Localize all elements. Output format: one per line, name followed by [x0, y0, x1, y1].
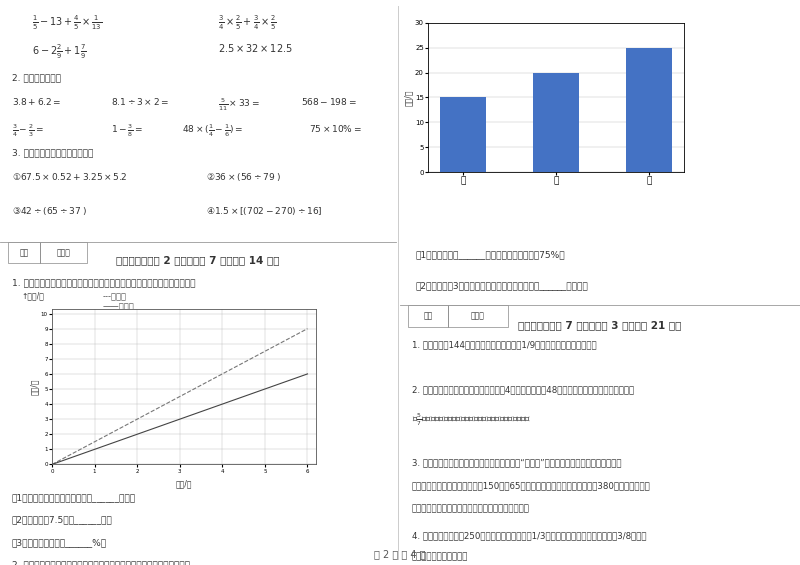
Bar: [626, 47, 672, 172]
Text: 第 2 页 共 4 页: 第 2 页 共 4 页: [374, 549, 426, 559]
Text: 六、应用题（共 7 小题，每题 3 分，共计 21 分）: 六、应用题（共 7 小题，每题 3 分，共计 21 分）: [518, 320, 682, 331]
Text: （1）甲、乙合作______天可以完成这项工程的75%。: （1）甲、乙合作______天可以完成这项工程的75%。: [416, 250, 566, 259]
Text: $8.1\div3\times2=$: $8.1\div3\times2=$: [111, 96, 169, 107]
Text: $\frac{1}{5}-13+\frac{4}{5}\times\frac{1}{13}$: $\frac{1}{5}-13+\frac{4}{5}\times\frac{1…: [32, 14, 102, 32]
Text: $1-\frac{3}{8}=$: $1-\frac{3}{8}=$: [111, 123, 143, 139]
Text: 和万家超市各应付多少钱？在哪家商场购买更划算？: 和万家超市各应付多少钱？在哪家商场购买更划算？: [412, 504, 530, 513]
Text: ③$42\div(65\div37\ )$: ③$42\div(65\div37\ )$: [12, 205, 87, 216]
Bar: [8, 242, 40, 263]
Y-axis label: 天数/天: 天数/天: [405, 89, 414, 106]
Text: ①$67.5\times0.52+3.25\times5.2$: ①$67.5\times0.52+3.25\times5.2$: [12, 171, 127, 181]
Text: $\frac{3}{4}\times\frac{2}{5}+\frac{3}{4}\times\frac{2}{5}$: $\frac{3}{4}\times\frac{2}{5}+\frac{3}{4…: [218, 14, 277, 32]
Bar: [408, 305, 448, 327]
Text: ④$1.5\times[(702-270)\div16]$: ④$1.5\times[(702-270)\div16]$: [206, 205, 322, 216]
Bar: [440, 98, 486, 172]
Text: $2.5\times32\times12.5$: $2.5\times32\times12.5$: [218, 42, 293, 54]
Text: 评卷人: 评卷人: [57, 248, 70, 257]
Text: 3. 万佳超市周年店庆高促销销售豆浆机，采用“折上折”方式销售，即先打七折，在此基础: 3. 万佳超市周年店庆高促销销售豆浆机，采用“折上折”方式销售，即先打七折，在此…: [412, 459, 622, 468]
Text: 得分: 得分: [423, 311, 433, 320]
Text: ②$36\times(56\div79\ )$: ②$36\times(56\div79\ )$: [206, 171, 282, 182]
Text: $6-2\frac{2}{9}+1\frac{7}{9}$: $6-2\frac{2}{9}+1\frac{7}{9}$: [32, 42, 86, 60]
Text: ---降价前: ---降价前: [103, 292, 127, 301]
Text: ↑总价/元: ↑总价/元: [22, 292, 45, 301]
Text: 1. 小黑身高是144厘米，小龙的身高比小黑1/9，小龙的身高是多少厘米？: 1. 小黑身高是144厘米，小龙的身高比小黑1/9，小龙的身高是多少厘米？: [412, 340, 597, 349]
Text: （3）这种彩带降价了______%。: （3）这种彩带降价了______%。: [12, 538, 107, 547]
Text: 五、综合题（共 2 小题，每题 7 分，共计 14 分）: 五、综合题（共 2 小题，每题 7 分，共计 14 分）: [116, 255, 280, 266]
Text: 得分: 得分: [19, 248, 28, 257]
Text: 果园一共有果树多少棵？: 果园一共有果树多少棵？: [412, 553, 468, 562]
Text: ——降价后: ——降价后: [103, 303, 134, 312]
Text: 的$\frac{5}{7}$，快车和慢车的速度各是多少？甲乙两地相距多少千米？: 的$\frac{5}{7}$，快车和慢车的速度各是多少？甲乙两地相距多少千米？: [412, 411, 531, 428]
Text: 2. 两列火车从甲乙两地同时相对开出，4小时后在距中点48千米处相遇。已知慢车是快车速度: 2. 两列火车从甲乙两地同时相对开出，4小时后在距中点48千米处相遇。已知慢车是…: [412, 385, 634, 394]
Text: 3. 脱式计算，能简算的要简算。: 3. 脱式计算，能简算的要简算。: [12, 148, 94, 157]
Text: $\frac{5}{11}\times33=$: $\frac{5}{11}\times33=$: [218, 96, 260, 112]
X-axis label: 长度/米: 长度/米: [176, 479, 192, 488]
Bar: [40, 242, 87, 263]
Text: 上再打九五折。顾客前场购物满150元减65元现金。如果两家豆浆机标价都是380元，在苏宁家电: 上再打九五折。顾客前场购物满150元减65元现金。如果两家豆浆机标价都是380元…: [412, 481, 650, 490]
Text: $48\times(\frac{1}{4}-\frac{1}{6})=$: $48\times(\frac{1}{4}-\frac{1}{6})=$: [182, 123, 243, 139]
Text: $568-198=$: $568-198=$: [301, 96, 357, 107]
Text: （2）降价前买7.5米需______元。: （2）降价前买7.5米需______元。: [12, 515, 113, 524]
Text: $75\times10\%=$: $75\times10\%=$: [309, 123, 362, 133]
Text: （2）先由甲做3天，剩下的工程由丙接着做，还要______天完成。: （2）先由甲做3天，剩下的工程由丙接着做，还要______天完成。: [416, 281, 589, 290]
Text: （1）降价前后，长度与总价都成______比例。: （1）降价前后，长度与总价都成______比例。: [12, 493, 136, 502]
Text: 2. 直接写出得数。: 2. 直接写出得数。: [12, 73, 61, 82]
Text: 4. 一个果园有苹果树250棵，梨树占所有果树的1/3，这两种果树刚好是果园果树的3/8，这个: 4. 一个果园有苹果树250棵，梨树占所有果树的1/3，这两种果树刚好是果园果树…: [412, 531, 646, 540]
Bar: [533, 72, 579, 172]
Bar: [448, 305, 508, 327]
Text: 2. 如图是甲、乙、丙三人单独完成某项工程所需天数统计图，看图填空：: 2. 如图是甲、乙、丙三人单独完成某项工程所需天数统计图，看图填空：: [12, 560, 190, 565]
Text: $\frac{3}{4}-\frac{2}{3}=$: $\frac{3}{4}-\frac{2}{3}=$: [12, 123, 43, 139]
Text: 1. 图象表示一种彩带降价前后的长度与总价的关系，请根据图中信息填空。: 1. 图象表示一种彩带降价前后的长度与总价的关系，请根据图中信息填空。: [12, 278, 195, 287]
Y-axis label: 总价/元: 总价/元: [30, 379, 39, 395]
Text: $3.8+6.2=$: $3.8+6.2=$: [12, 96, 61, 107]
Text: 评卷人: 评卷人: [471, 311, 485, 320]
